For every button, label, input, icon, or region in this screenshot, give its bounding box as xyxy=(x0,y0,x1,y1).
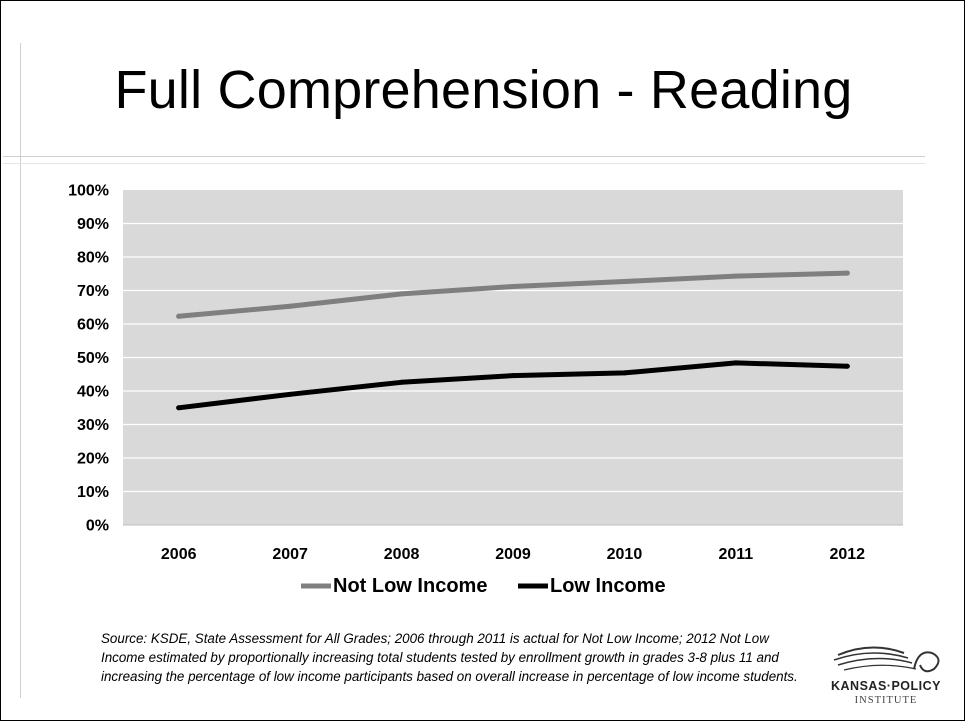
y-axis-tick-labels: 0% 10% 20% 30% 40% 50% 60% 70% 80% 90% 100% xyxy=(68,183,109,535)
y-tick-label: 80% xyxy=(77,250,109,267)
y-tick-label: 50% xyxy=(77,350,109,367)
data-point xyxy=(844,270,850,276)
x-tick-label: 2012 xyxy=(829,546,865,563)
decorative-horizontal-rule-secondary xyxy=(3,163,925,164)
data-point xyxy=(287,303,293,309)
legend: Not Low Income Low Income xyxy=(301,575,666,597)
data-point xyxy=(176,405,182,411)
data-point xyxy=(510,373,516,379)
x-tick-label: 2011 xyxy=(718,546,753,563)
data-point xyxy=(844,363,850,369)
gridlines xyxy=(123,222,903,526)
series-lines xyxy=(176,270,850,411)
decorative-horizontal-rule xyxy=(3,156,925,157)
y-tick-label: 90% xyxy=(77,216,109,233)
data-point xyxy=(621,278,627,284)
y-tick-label: 30% xyxy=(77,417,109,434)
kansas-policy-institute-logo: KANSAS·POLICY INSTITUTE xyxy=(816,639,956,714)
data-point xyxy=(621,370,627,376)
data-point xyxy=(733,273,739,279)
data-point xyxy=(399,291,405,297)
y-tick-label: 10% xyxy=(77,484,109,501)
line-chart: 0%10%20%30%40%50%60%70%80%90%100% 2006 20… xyxy=(68,183,903,597)
y-tick-label: 70% xyxy=(77,283,109,300)
logo-name: KANSAS·POLICY xyxy=(831,679,941,693)
legend-label: Low Income xyxy=(550,575,666,597)
slide-title: Full Comprehension - Reading xyxy=(114,60,853,120)
logo-emblem-icon xyxy=(833,646,940,673)
y-tick-label: 20% xyxy=(77,451,109,468)
y-tick-label: 100% xyxy=(68,183,109,200)
data-point xyxy=(287,391,293,397)
decorative-vertical-rule xyxy=(20,43,21,698)
data-point xyxy=(510,283,516,289)
logo-subtitle: INSTITUTE xyxy=(854,695,918,706)
data-point xyxy=(176,313,182,319)
x-tick-label: 2009 xyxy=(495,546,531,563)
x-tick-label: 2008 xyxy=(384,546,420,563)
legend-label: Not Low Income xyxy=(333,575,487,597)
x-tick-label: 2006 xyxy=(161,546,197,563)
data-point xyxy=(733,360,739,366)
x-axis-tick-labels: 2006 2007 2008 2009 2010 2011 2012 xyxy=(161,546,865,563)
x-tick-label: 2007 xyxy=(272,546,308,563)
y-tick-label: 60% xyxy=(77,317,109,334)
data-point xyxy=(399,379,405,385)
source-note: Source: KSDE, State Assessment for All G… xyxy=(101,631,798,684)
x-tick-label: 2010 xyxy=(607,546,643,563)
y-tick-label: 0% xyxy=(86,518,109,535)
y-tick-label: 40% xyxy=(77,384,109,401)
